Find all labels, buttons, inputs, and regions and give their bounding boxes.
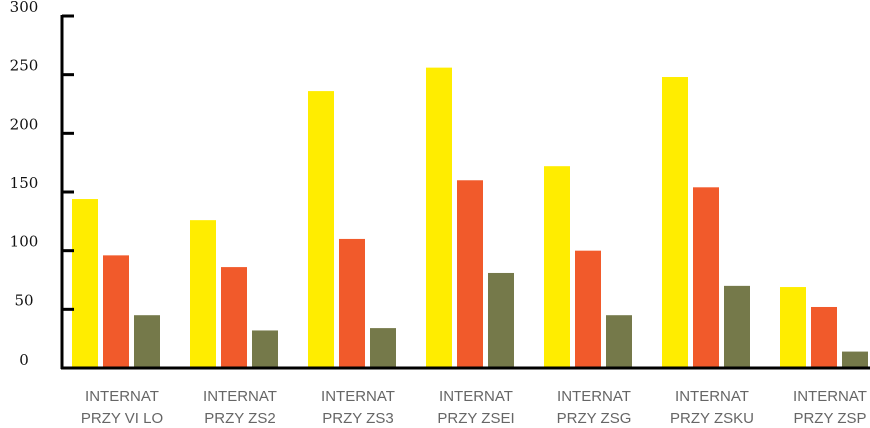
bar-6-series-2 (693, 187, 719, 368)
bar-2-series-1 (190, 220, 216, 368)
x-tick-label: PRZY ZSP (793, 410, 866, 427)
x-tick-label: INTERNAT (85, 388, 159, 405)
y-tick-label: 0 (19, 351, 29, 369)
bar-3-series-1 (308, 91, 334, 369)
bar-5-series-2 (575, 250, 601, 368)
x-tick-label: INTERNAT (675, 388, 749, 405)
bar-7-series-3 (842, 351, 868, 368)
y-tick-label: 150 (10, 174, 39, 192)
bar-5-series-1 (544, 166, 570, 368)
y-tick-label: 250 (10, 57, 39, 75)
bar-6-series-3 (724, 285, 750, 368)
bar-7-series-2 (811, 306, 837, 368)
y-tick-label: 300 (10, 0, 39, 16)
bar-2-series-2 (221, 267, 247, 368)
bar-2-series-3 (252, 330, 278, 368)
x-axis: INTERNAT PRZY VI LO INTERNAT PRZY ZS2 INTERN… (61, 366, 870, 427)
y-tick-label: 200 (10, 115, 39, 133)
x-tick-label: PRZY ZSEI (437, 410, 514, 427)
bar-3-series-2 (339, 238, 365, 368)
x-tick-label: PRZY VI LO (81, 410, 163, 427)
x-tick-label: PRZY ZSKU (670, 410, 754, 427)
x-tick-label: PRZY ZS2 (204, 410, 275, 427)
x-tick-label: INTERNAT (439, 388, 513, 405)
bar-1-series-3 (134, 315, 160, 368)
bars-group (72, 67, 868, 369)
y-tick-label: 100 (10, 233, 39, 251)
bar-1-series-1 (72, 199, 98, 368)
x-tick-label: INTERNAT (557, 388, 631, 405)
bar-3-series-3 (370, 328, 396, 368)
bar-4-series-2 (457, 180, 483, 368)
bar-4-series-3 (488, 272, 514, 368)
bar-4-series-1 (426, 67, 452, 369)
bar-5-series-3 (606, 315, 632, 368)
x-tick-label: PRZY ZSG (557, 410, 632, 427)
y-tick-label: 50 (14, 291, 33, 309)
bar-6-series-1 (662, 77, 688, 368)
y-axis: 0 50 100 150 200 250 300 (10, 0, 74, 369)
x-tick-label: INTERNAT (321, 388, 395, 405)
bar-7-series-1 (780, 287, 806, 368)
bar-1-series-2 (103, 255, 129, 368)
x-tick-label: INTERNAT (203, 388, 277, 405)
x-tick-label: PRZY ZS3 (322, 410, 393, 427)
x-tick-label: INTERNAT (793, 388, 867, 405)
